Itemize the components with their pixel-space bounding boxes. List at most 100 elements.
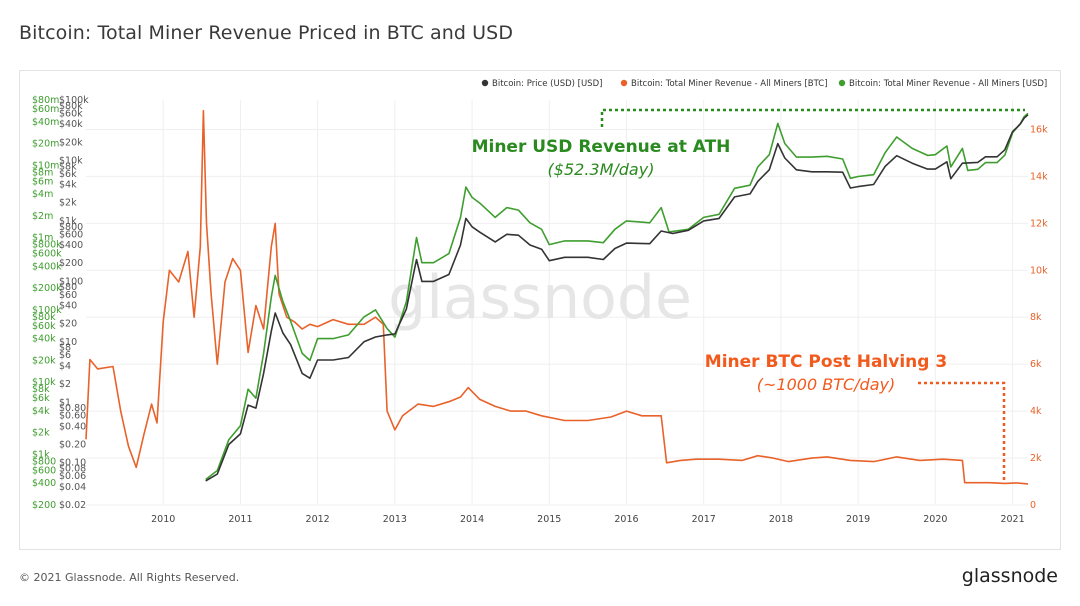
gridlines xyxy=(86,100,1028,506)
y-tick-btc: 2k xyxy=(1030,453,1042,464)
legend-label: Bitcoin: Price (USD) [USD] xyxy=(492,79,602,89)
y-tick-usd-revenue: $4k xyxy=(32,406,50,417)
watermark-group: glassnode xyxy=(388,263,692,333)
ath-guide-line xyxy=(600,108,1025,127)
y-tick-price: $0.40 xyxy=(59,421,86,432)
y-tick-usd-revenue: $60k xyxy=(32,321,56,332)
y-tick-usd-revenue: $1k xyxy=(32,449,50,460)
y-tick-price: $6 xyxy=(59,350,71,361)
y-tick-usd-revenue: $100k xyxy=(32,305,62,316)
y-tick-price: $0.06 xyxy=(59,471,86,482)
y-tick-usd-revenue: $400 xyxy=(32,478,56,489)
y-tick-price: $40 xyxy=(59,300,77,311)
y-axis-price: $100k$80k$60k$40k $20k $10k$8k$6k$4k $2k $1k… xyxy=(59,95,89,511)
y-tick-price: $0.08 xyxy=(59,464,86,475)
y-tick-usd-revenue: $10m xyxy=(32,160,59,171)
y-tick-usd-revenue: $6k xyxy=(32,393,50,404)
y-tick-usd-revenue: $80m xyxy=(32,95,59,106)
y-tick-usd-revenue: $200k xyxy=(32,283,62,294)
y-tick-price: $600 xyxy=(59,229,83,240)
y-tick-usd-revenue: $2k xyxy=(32,428,50,439)
y-tick-usd-revenue: $40m xyxy=(32,117,59,128)
y-tick-usd-revenue: $40k xyxy=(32,334,56,345)
y-tick-price: $0.04 xyxy=(59,482,86,493)
y-tick-usd-revenue: $20m xyxy=(32,139,59,150)
series-btc-revenue-line xyxy=(85,109,1029,485)
y-tick-usd-revenue: $4m xyxy=(32,189,53,200)
y-tick-btc: 10k xyxy=(1030,265,1048,276)
legend-marker xyxy=(481,79,489,87)
y-tick-usd-revenue: $20k xyxy=(32,355,56,366)
x-tick-label: 2012 xyxy=(306,514,330,525)
y-tick-price: $8k xyxy=(59,161,77,172)
annotation-ath-value: ($52.3M/day) xyxy=(548,160,655,179)
x-tick-label: 2020 xyxy=(923,514,947,525)
y-tick-btc: 4k xyxy=(1030,406,1042,417)
legend-marker xyxy=(620,79,628,87)
annotation-halving-title: Miner BTC Post Halving 3 xyxy=(705,352,947,372)
glassnode-logo: glassnode xyxy=(961,565,1058,587)
y-tick-usd-revenue: $400k xyxy=(32,261,62,272)
x-axis: 2010 2011 2012 2013 2014 2015 2016 2017 2018 2019… xyxy=(151,514,1025,525)
y-tick-price: $0.20 xyxy=(59,440,86,451)
y-axis-usd-revenue: $80m$60m $40m $20m $10m$8m$6m $4m $2m $1m$800k… xyxy=(32,95,62,511)
series-lines xyxy=(85,109,1029,485)
y-tick-price: $100k xyxy=(59,95,89,106)
y-tick-usd-revenue: $8k xyxy=(32,384,50,395)
x-tick-label: 2016 xyxy=(614,514,638,525)
y-tick-usd-revenue: $600k xyxy=(32,249,62,260)
y-tick-price: $1 xyxy=(59,397,71,408)
y-tick-price: $2 xyxy=(59,379,71,390)
y-tick-price: $0.10 xyxy=(59,458,86,469)
y-tick-price: $10k xyxy=(59,155,83,166)
x-tick-label: 2015 xyxy=(537,514,561,525)
y-tick-price: $800 xyxy=(59,222,83,233)
y-tick-price: $20 xyxy=(59,319,77,330)
watermark: glassnode xyxy=(388,263,692,333)
y-tick-usd-revenue: $80k xyxy=(32,312,56,323)
x-tick-label: 2019 xyxy=(846,514,870,525)
y-tick-btc: 8k xyxy=(1030,312,1042,323)
legend-marker xyxy=(838,79,846,87)
y-tick-usd-revenue: $800k xyxy=(32,240,62,251)
y-tick-price: $4 xyxy=(59,361,71,372)
y-tick-price: $0.02 xyxy=(59,500,86,511)
y-tick-price: $60k xyxy=(59,108,83,119)
series-usd-revenue-line xyxy=(205,112,1029,481)
x-tick-label: 2014 xyxy=(460,514,484,525)
y-tick-price: $200 xyxy=(59,258,83,269)
legend: Bitcoin: Price (USD) [USD] Bitcoin: Total… xyxy=(481,79,1047,89)
x-tick-label: 2011 xyxy=(228,514,252,525)
y-tick-usd-revenue: $8m xyxy=(32,167,53,178)
y-tick-price: $2k xyxy=(59,198,77,209)
y-tick-price: $40k xyxy=(59,119,83,130)
series-price-line xyxy=(205,114,1029,482)
y-tick-price: $60 xyxy=(59,290,77,301)
y-axis-btc: 16k 14k 12k 10k 8k 6k 4k 2k 0 xyxy=(1030,124,1048,511)
x-tick-label: 2018 xyxy=(769,514,793,525)
y-tick-usd-revenue: $800 xyxy=(32,456,56,467)
y-tick-btc: 0 xyxy=(1030,500,1036,511)
y-tick-price: $80 xyxy=(59,282,77,293)
y-tick-btc: 12k xyxy=(1030,218,1048,229)
annotation-halving-value: (~1000 BTC/day) xyxy=(757,375,895,394)
y-tick-usd-revenue: $1m xyxy=(32,233,53,244)
y-tick-btc: 16k xyxy=(1030,124,1048,135)
legend-label: Bitcoin: Total Miner Revenue - All Miner… xyxy=(631,79,828,89)
y-tick-price: $8 xyxy=(59,343,71,354)
y-tick-price: $1k xyxy=(59,216,77,227)
y-tick-usd-revenue: $10k xyxy=(32,377,56,388)
legend-label: Bitcoin: Total Miner Revenue - All Miner… xyxy=(849,79,1047,89)
y-tick-price: $4k xyxy=(59,180,77,191)
halving-guide-line xyxy=(918,381,1006,482)
x-tick-label: 2017 xyxy=(692,514,716,525)
y-tick-price: $0.60 xyxy=(59,411,86,422)
y-tick-price: $100 xyxy=(59,276,83,287)
annotation-ath-title: Miner USD Revenue at ATH xyxy=(472,137,731,157)
x-tick-label: 2013 xyxy=(383,514,407,525)
y-tick-price: $6k xyxy=(59,169,77,180)
y-tick-price: $10 xyxy=(59,337,77,348)
y-tick-price: $400 xyxy=(59,240,83,251)
y-tick-usd-revenue: $2m xyxy=(32,211,53,222)
